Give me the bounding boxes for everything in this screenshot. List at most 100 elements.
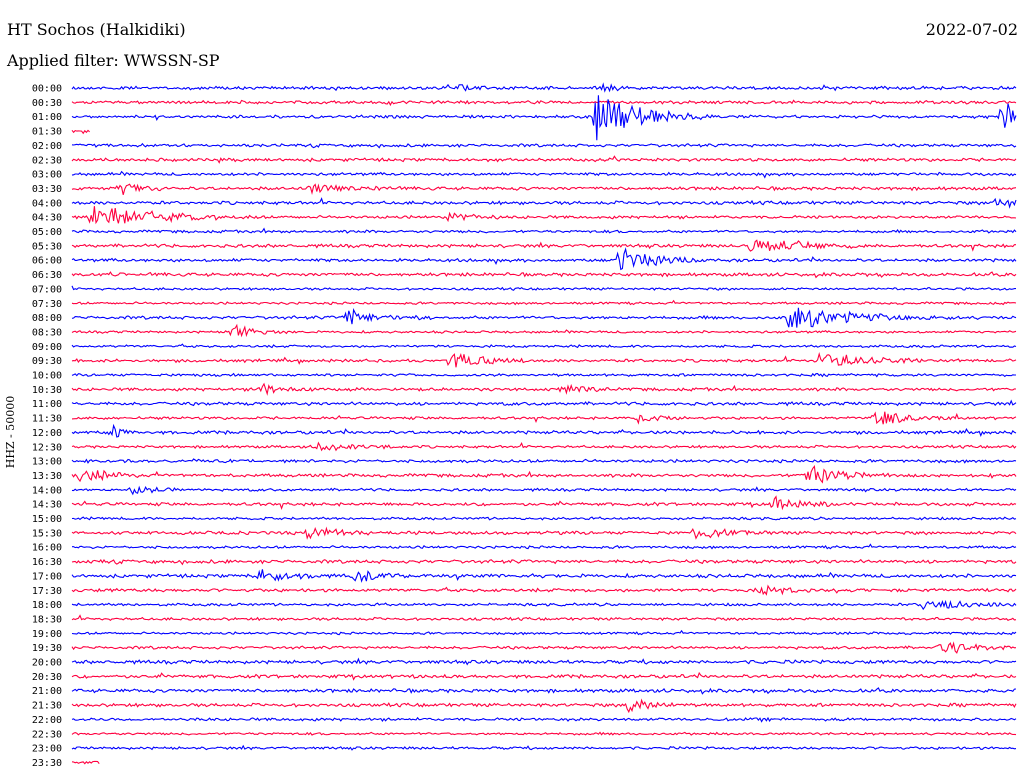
row-time-label: 01:00 [32,112,62,123]
trace-line-2330 [71,760,100,765]
trace-line-2030 [71,671,1017,681]
row-time-label: 03:00 [32,170,62,181]
trace-line-1430 [71,495,1017,511]
row-time-label: 02:00 [32,141,62,152]
trace-line-0530 [71,239,1016,252]
trace-line-0830 [71,323,1017,338]
trace-line-2300 [71,744,1017,751]
row-time-label: 07:00 [32,284,62,295]
trace-line-1100 [71,399,1017,407]
trace-line-0900 [71,343,1017,349]
trace-line-0200 [71,142,1017,149]
row-time-label: 13:00 [32,457,62,468]
row-time-label: 17:30 [32,586,62,597]
row-time-label: 14:00 [32,485,62,496]
row-time-label: 09:30 [32,356,62,367]
trace-line-1030 [71,382,1017,396]
trace-line-0730 [71,299,1017,306]
row-time-label: 13:30 [32,471,62,482]
row-time-label: 05:00 [32,227,62,238]
row-time-label: 08:00 [32,313,62,324]
trace-line-2000 [71,657,1017,666]
trace-line-1530 [71,526,1017,540]
station-title: HT Sochos (Halkidiki) [7,20,186,39]
trace-line-2200 [71,716,1017,723]
trace-line-0100 [71,95,1017,141]
trace-line-1130 [71,411,1017,425]
row-time-label: 06:00 [32,256,62,267]
trace-line-1330 [71,465,1017,484]
row-time-label: 12:30 [32,442,62,453]
trace-line-0930 [71,351,1017,368]
row-time-label: 08:30 [32,327,62,338]
trace-line-0600 [71,247,1017,271]
row-time-label: 00:00 [32,84,62,95]
row-time-label: 04:00 [32,198,62,209]
row-time-label: 10:00 [32,371,62,382]
trace-line-1830 [71,614,1017,622]
row-time-label: 04:30 [32,213,62,224]
row-time-label: 15:30 [32,528,62,539]
trace-line-1700 [71,569,1017,583]
filter-label: Applied filter: WWSSN-SP [7,51,220,70]
row-time-label: 03:30 [32,184,62,195]
row-time-label: 01:30 [32,127,62,138]
row-time-label: 10:30 [32,385,62,396]
trace-line-0630 [71,271,1017,279]
row-time-label: 00:30 [32,98,62,109]
trace-line-1000 [71,372,1016,378]
row-time-label: 17:00 [32,571,62,582]
row-time-label: 21:00 [32,686,62,697]
trace-line-0230 [71,155,1017,164]
row-time-label: 23:30 [32,758,62,769]
trace-line-0430 [71,206,1017,225]
row-time-label: 12:00 [32,428,62,439]
row-time-label: 20:30 [32,672,62,683]
row-time-label: 19:00 [32,629,62,640]
row-time-label: 14:30 [32,500,62,511]
row-time-label: 16:00 [32,543,62,554]
trace-line-1400 [71,485,1017,496]
row-time-label: 07:30 [32,299,62,310]
row-time-label: 22:30 [32,729,62,740]
row-time-label: 22:00 [32,715,62,726]
trace-line-1930 [71,641,1017,654]
row-time-label: 11:00 [32,399,62,410]
row-time-label: 20:00 [32,658,62,669]
trace-line-1500 [71,516,1017,521]
trace-line-1230 [71,441,1017,452]
trace-line-0000 [71,82,1017,93]
trace-line-1600 [72,543,1017,550]
date-label: 2022-07-02 [925,20,1018,39]
trace-line-0330 [71,183,1017,195]
trace-line-2230 [71,731,1017,736]
row-time-label: 02:30 [32,155,62,166]
row-time-label: 15:00 [32,514,62,525]
trace-group [71,82,1017,765]
trace-line-2130 [71,698,1017,714]
row-time-label: 09:00 [32,342,62,353]
trace-line-2100 [71,687,1017,695]
row-time-label: 18:00 [32,600,62,611]
row-time-label: 18:30 [32,614,62,625]
row-time-label: 06:30 [32,270,62,281]
trace-line-1730 [71,584,1017,596]
row-time-label: 19:30 [32,643,62,654]
trace-line-0130 [71,129,90,135]
trace-line-0030 [71,99,1017,107]
trace-line-0300 [71,170,1017,179]
trace-line-1800 [71,599,1017,611]
trace-line-1300 [71,458,1017,464]
trace-line-1900 [71,629,1017,636]
trace-line-0400 [71,197,1017,209]
trace-line-1630 [71,558,1017,566]
trace-line-0800 [71,307,1017,328]
row-time-label: 11:30 [32,414,62,425]
row-time-label: 21:30 [32,701,62,712]
row-time-label: 23:00 [32,744,62,755]
trace-line-1200 [71,423,1017,438]
row-time-label: 05:30 [32,241,62,252]
row-time-label: 16:30 [32,557,62,568]
trace-line-0500 [71,227,1017,234]
